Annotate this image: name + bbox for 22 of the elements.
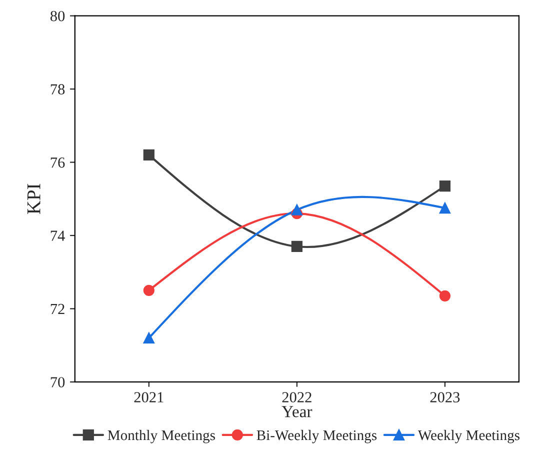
y-tick-label: 78	[50, 84, 65, 94]
point	[291, 240, 302, 252]
point	[143, 332, 154, 344]
legend-label: Monthly Meetings	[108, 430, 215, 444]
point	[439, 202, 450, 214]
point	[143, 284, 154, 296]
y-tick-label: 72	[50, 304, 64, 314]
x-tick-label: 2023	[430, 392, 460, 402]
y-tick-label: 80	[50, 10, 65, 22]
x-tick-label: 2022	[282, 392, 312, 402]
y-tick-label: 70	[50, 377, 65, 388]
legend-label: Bi-Weekly Meetings	[256, 430, 377, 444]
point	[291, 204, 302, 216]
x-axis-title: Year	[282, 406, 312, 418]
point	[439, 180, 450, 192]
point	[143, 149, 154, 160]
y-tick-label: 74	[50, 230, 65, 241]
y-axis-title: KPI	[27, 184, 40, 214]
point	[439, 290, 450, 302]
legend-label: Weekly Meetings	[418, 430, 520, 444]
y-tick-label: 76	[50, 157, 65, 168]
x-tick-label: 2021	[134, 392, 164, 402]
